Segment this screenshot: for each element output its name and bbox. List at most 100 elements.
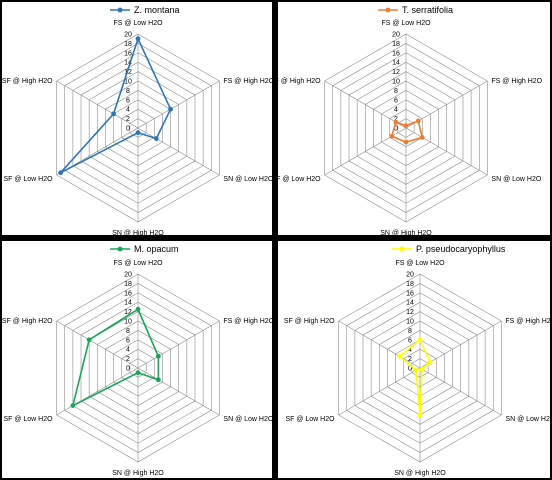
tick-label: 12: [392, 69, 400, 76]
data-point: [413, 367, 419, 373]
data-point: [403, 123, 409, 129]
tick-label: 2: [394, 116, 398, 123]
tick-label: 18: [392, 41, 400, 48]
axis-label-fs-low: FS @ Low H2O: [395, 260, 445, 267]
data-point: [155, 353, 161, 359]
data-point: [419, 135, 425, 140]
axis-label-sn-high: SN @ High H2O: [380, 230, 432, 235]
tick-label: 16: [124, 290, 132, 297]
axis-label-sn-low: SN @ Low H2O: [491, 176, 541, 183]
series-line: [71, 308, 160, 408]
chart-panel-t-serratifolia: 0 2 4 6 8 10 12 14 16 18 20 FS @ Low H2O FS @ High H…: [278, 2, 550, 235]
data-point: [155, 377, 161, 383]
axis-spoke: [56, 80, 139, 129]
tick-label: 20: [124, 32, 132, 39]
legend: M. opacum: [110, 244, 179, 254]
data-point: [58, 170, 64, 176]
tick-label: 4: [126, 107, 130, 114]
axis-label-sf-low: SF @ Low H2O: [3, 176, 53, 183]
tick-label: 10: [124, 319, 132, 326]
tick-label: 6: [126, 97, 130, 104]
axis-spoke: [137, 320, 220, 369]
legend: P. pseudocaryophyllus: [392, 244, 506, 254]
data-point: [168, 106, 173, 112]
data-point: [70, 403, 76, 408]
axis-label-fs-low: FS @ Low H2O: [113, 20, 163, 27]
series: [70, 306, 161, 408]
data-point: [417, 337, 423, 343]
data-point: [397, 353, 403, 359]
axis-label-sf-high: SF @ High H2O: [278, 78, 321, 85]
tick-label: 12: [406, 309, 414, 316]
axis-label-sn-high: SN @ High H2O: [394, 470, 446, 477]
axis-spoke: [56, 367, 139, 416]
legend: T. serratifolia: [378, 5, 453, 15]
tick-label: 20: [392, 32, 400, 39]
axis-label-fs-low: FS @ Low H2O: [381, 20, 431, 27]
legend-marker: [385, 7, 391, 13]
tick-label: 2: [408, 356, 412, 363]
tick-label: 2: [126, 356, 130, 363]
tick-label: 20: [124, 272, 132, 279]
data-point: [403, 139, 409, 145]
legend-label: P. pseudocaryophyllus: [416, 244, 506, 254]
tick-label: 14: [406, 300, 414, 307]
tick-label: 8: [126, 328, 130, 335]
axis-label-sf-high: SF @ High H2O: [2, 318, 53, 325]
tick-label: 20: [406, 272, 414, 279]
legend: Z. montana: [110, 5, 180, 15]
radar-chart: 0 2 4 6 8 10 12 14 16 18 20 FS @ Low H2O FS @ High H…: [2, 5, 272, 235]
tick-label: 0: [408, 366, 412, 373]
data-point: [419, 366, 425, 372]
data-point: [389, 133, 395, 139]
tick-label: 10: [392, 79, 400, 86]
tick-label: 6: [126, 337, 130, 344]
data-point: [393, 119, 399, 125]
tick-label: 10: [406, 319, 414, 326]
tick-label: 4: [408, 347, 412, 354]
tick-label: 18: [124, 281, 132, 288]
tick-label: 4: [394, 107, 398, 114]
legend-label: M. opacum: [134, 244, 179, 254]
tick-label: 16: [392, 50, 400, 57]
axis-label-sn-high: SN @ High H2O: [112, 230, 164, 235]
tick-label: 8: [126, 88, 130, 95]
axis-label-fs-low: FS @ Low H2O: [113, 260, 163, 267]
legend-label: T. serratifolia: [402, 5, 453, 15]
axis-label-sf-high: SF @ High H2O: [2, 78, 53, 85]
axis-spoke: [137, 127, 220, 176]
axis-label-sf-low: SF @ Low H2O: [285, 416, 335, 423]
grid: [56, 273, 220, 463]
axis-spoke: [338, 367, 421, 416]
axis-label-sn-high: SN @ High H2O: [112, 470, 164, 477]
axis-label-fs-high: FS @ High H2O: [223, 318, 272, 325]
tick-label: 12: [124, 309, 132, 316]
axis-label-fs-high: FS @ High H2O: [491, 78, 542, 85]
grid: [56, 33, 220, 223]
axis-spoke: [405, 127, 488, 176]
tick-label: 14: [392, 60, 400, 67]
tick-label: 16: [406, 290, 414, 297]
axis-spoke: [419, 367, 502, 416]
data-point: [417, 412, 423, 418]
data-point: [415, 118, 421, 124]
axis-spoke: [324, 80, 407, 129]
radar-chart: 0 2 4 6 8 10 12 14 16 18 20 FS @ Low H2O FS @ High H…: [278, 5, 543, 235]
axis-label-sn-low: SN @ Low H2O: [505, 416, 550, 423]
axis-spoke: [419, 320, 502, 369]
chart-panel-m-opacum: 0 2 4 6 8 10 12 14 16 18 20 FS @ Low H2O FS @ High H…: [2, 241, 272, 478]
data-point: [135, 36, 141, 42]
axis-spoke: [338, 320, 421, 369]
series: [58, 36, 173, 176]
tick-label: 14: [124, 60, 132, 67]
axis-spoke: [56, 320, 139, 369]
legend-label: Z. montana: [134, 5, 180, 15]
chart-panel-z-montana: 0 2 4 6 8 10 12 14 16 18 20 FS @ Low H2O FS @ High H…: [2, 2, 272, 235]
legend-marker: [117, 246, 123, 252]
radar-chart: 0 2 4 6 8 10 12 14 16 18 20 FS @ Low H2O FS @ High H…: [2, 244, 272, 477]
series: [397, 337, 433, 418]
tick-label: 8: [394, 88, 398, 95]
axis-spoke: [137, 80, 220, 129]
tick-label: 6: [394, 97, 398, 104]
axis-label-sn-low: SN @ Low H2O: [223, 416, 272, 423]
